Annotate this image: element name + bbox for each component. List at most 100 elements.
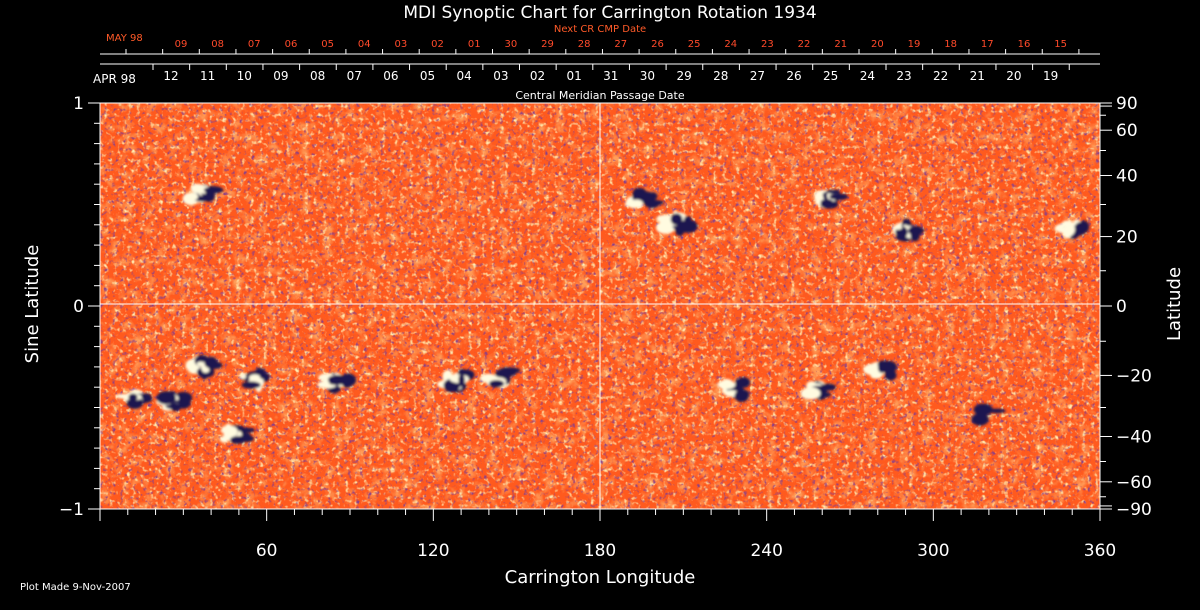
active-region [219,423,256,444]
negative-patch [829,193,848,201]
next-cr-date: 01 [468,39,481,50]
cmp-date: 23 [896,69,911,83]
active-regions [115,183,1090,444]
positive-patch [800,387,821,400]
negative-patch [647,200,664,206]
next-cr-date: 27 [614,39,627,50]
cmp-date: 31 [603,69,618,83]
active-region [1054,219,1090,239]
active-region [971,403,1006,426]
negative-patch [241,381,261,389]
cmp-date: 20 [1006,69,1021,83]
y-left-tick-label: 0 [73,297,84,317]
apr-month-label: APR 98 [93,72,136,86]
next-cr-date: 07 [248,39,261,50]
active-region [624,187,664,209]
next-cr-date: 28 [578,39,591,50]
cmp-date: 21 [970,69,985,83]
cmp-date: 29 [676,69,691,83]
negative-patch [884,369,897,381]
active-region [479,367,521,388]
negative-patch [327,374,348,385]
cmp-date: 30 [640,69,655,83]
next-cr-date: 08 [211,39,224,50]
next-cr-date: 16 [1018,39,1031,50]
positive-patch [187,192,199,201]
x-tick-label: 360 [1084,541,1116,561]
cmp-date: 04 [457,69,472,83]
y-right-tick-label: −60 [1116,473,1152,493]
positive-patch [863,363,883,376]
cmp-date: 10 [237,69,252,83]
x-tick-label: 300 [917,541,949,561]
active-region [717,377,751,403]
cmp-date: 06 [383,69,398,83]
next-cr-date: 24 [724,39,737,50]
negative-patch [205,189,215,200]
next-cr-date: 04 [358,39,371,50]
cmp-date: 24 [860,69,875,83]
next-cr-date: 02 [431,39,444,50]
next-cr-date: 15 [1054,39,1067,50]
negative-patch [128,393,138,402]
cmp-date: 26 [786,69,801,83]
active-region [155,391,193,412]
active-region [655,210,698,236]
cmp-date: 01 [567,69,582,83]
next-cr-date: 18 [944,39,957,50]
cmp-date: 22 [933,69,948,83]
x-tick-label: 180 [584,541,616,561]
x-axis-label: Carrington Longitude [505,567,696,588]
next-cr-date: 22 [798,39,811,50]
negative-patch [458,373,465,387]
active-region [317,372,357,394]
negative-patch [973,403,993,416]
chart-title: MDI Synoptic Chart for Carrington Rotati… [403,3,816,23]
x-tick-label: 240 [750,541,782,561]
cmp-date: 05 [420,69,435,83]
active-region [800,380,836,400]
negative-patch [1078,220,1090,234]
active-region [182,183,224,206]
positive-patch [1063,222,1075,236]
top-date-axes: 09 08 07 06 05 04 03 02 01 30 29 28 27 26 25 24 23 22 21 20… [100,39,1100,83]
negative-patch [820,198,834,206]
cmp-date: 12 [163,69,178,83]
positive-patch [870,373,882,379]
active-region [437,368,475,393]
negative-patch [259,368,266,381]
next-cr-date: 05 [321,39,334,50]
y-right-tick-label: −90 [1116,500,1152,520]
next-cr-date: 25 [688,39,701,50]
negative-patch [975,414,987,420]
next-cr-date: 09 [175,39,188,50]
y-right-tick-label: 20 [1116,228,1138,248]
cmp-date: 27 [750,69,765,83]
active-region [863,360,897,381]
y-left-tick-label: −1 [59,500,84,520]
y-right-tick-label: −20 [1116,366,1152,386]
next-cr-date: 20 [871,39,884,50]
y-right-tick-label: 0 [1116,297,1127,317]
negative-patch [156,391,176,405]
y-right-tick-label: 60 [1116,121,1138,141]
next-cr-date: 23 [761,39,774,50]
active-region [115,389,153,409]
y-axis-left-label: Sine Latitude [22,245,43,364]
cmp-label: Central Meridian Passage Date [515,89,684,102]
cmp-date: 03 [493,69,508,83]
negative-patch [678,219,698,233]
active-region [814,188,848,209]
axes: 60 120 180 240 300 360 1 0 −1 90 60 40 20 0 −20 −40 −60 −… [59,94,1152,561]
negative-patch [204,356,218,369]
active-region [892,218,925,242]
cmp-date: 07 [347,69,362,83]
y-left-tick-label: 1 [73,94,84,114]
negative-patch [877,360,890,369]
plot-made-footer: Plot Made 9-Nov-2007 [20,582,131,593]
negative-patch [670,213,683,226]
positive-patch [222,425,238,438]
negative-patch [908,225,924,236]
next-cr-date: 26 [651,39,664,50]
positive-patch [219,436,229,443]
